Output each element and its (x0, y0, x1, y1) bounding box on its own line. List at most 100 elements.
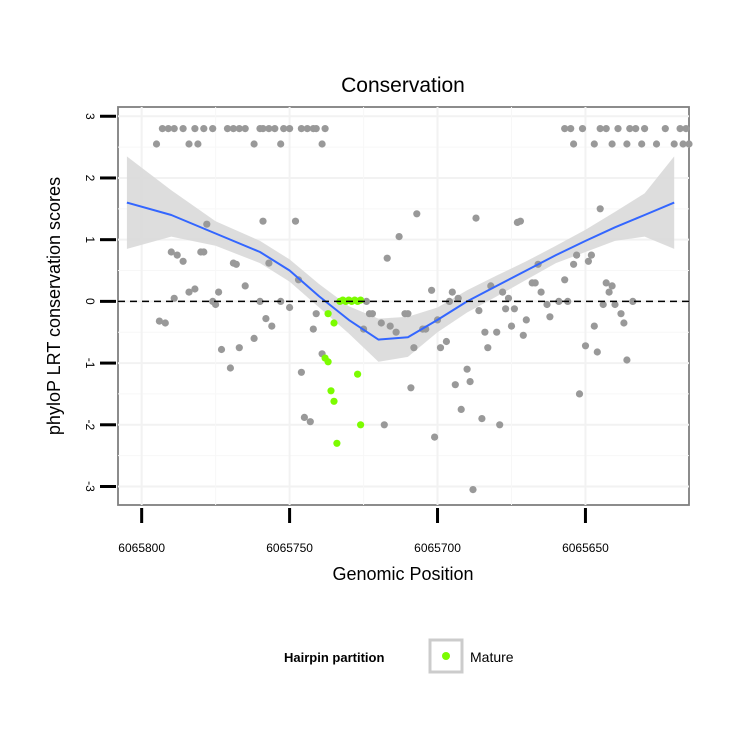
score-point (235, 125, 243, 133)
mature-point (357, 421, 365, 429)
score-point (682, 125, 690, 133)
score-point (191, 285, 199, 293)
score-point (611, 300, 619, 309)
score-point (318, 140, 326, 148)
score-point (321, 125, 329, 133)
x-axis-title: Genomic Position (332, 564, 473, 584)
score-point (241, 282, 249, 290)
score-point (303, 125, 311, 133)
score-point (448, 288, 456, 296)
score-point (383, 254, 391, 262)
score-point (469, 486, 477, 494)
score-point (185, 140, 193, 148)
y-axis-title: phyloP LRT conservation scores (44, 177, 64, 435)
score-point (608, 282, 616, 290)
score-point (436, 344, 445, 352)
score-point (602, 279, 610, 287)
score-point (164, 125, 172, 133)
legend: Hairpin partition Mature (284, 638, 514, 674)
score-point (286, 303, 294, 312)
score-point (445, 297, 453, 305)
score-point (614, 125, 622, 133)
confidence-band-area (126, 156, 675, 362)
score-point (519, 331, 527, 339)
score-point (170, 125, 178, 133)
score-point (504, 294, 513, 302)
score-point (262, 315, 270, 323)
score-point (179, 257, 187, 265)
score-point (265, 125, 273, 133)
score-point (167, 248, 175, 256)
y-tick-label: 3 (83, 113, 97, 120)
score-point (632, 125, 640, 133)
score-point (596, 125, 604, 133)
score-point (596, 205, 604, 213)
score-point (587, 251, 596, 259)
score-point (605, 288, 613, 296)
score-point (223, 125, 232, 133)
mature-point (330, 397, 338, 405)
score-point (297, 368, 305, 376)
mature-point (324, 310, 332, 318)
mature-point (333, 439, 341, 447)
points (152, 125, 693, 494)
y-tick-label: 0 (83, 298, 97, 305)
score-point (386, 322, 394, 330)
score-point (478, 415, 486, 423)
y-tick-label: -2 (83, 419, 97, 430)
score-point (395, 233, 403, 241)
score-point (679, 140, 687, 148)
mature-point (327, 387, 335, 395)
score-point (481, 328, 489, 336)
score-point (573, 251, 581, 259)
score-point (617, 310, 625, 318)
score-point (232, 260, 240, 268)
score-point (670, 140, 678, 148)
score-point (203, 220, 211, 228)
score-point (555, 297, 563, 305)
score-point (451, 381, 459, 389)
score-point (454, 294, 462, 302)
score-point (250, 140, 258, 148)
score-point (507, 322, 516, 330)
score-point (561, 125, 569, 133)
score-point (466, 378, 474, 386)
score-point (212, 300, 220, 309)
score-point (312, 310, 320, 318)
score-point (599, 300, 607, 309)
score-point (194, 140, 202, 148)
score-point (428, 286, 436, 294)
score-point (268, 322, 276, 330)
smooth-curve (126, 201, 675, 341)
score-point (593, 348, 601, 356)
score-point (496, 421, 504, 429)
score-point (229, 125, 237, 133)
score-point (291, 217, 300, 225)
score-point (561, 276, 569, 284)
x-tick-label: 6065700 (414, 541, 461, 555)
score-point (685, 140, 693, 148)
score-point (620, 319, 628, 327)
mature-point (357, 296, 365, 304)
legend-mature-marker (442, 652, 450, 660)
score-point (152, 140, 161, 148)
score-point (638, 140, 646, 148)
score-point (368, 310, 376, 318)
confidence-band (126, 156, 675, 362)
score-point (475, 307, 483, 315)
score-point (531, 279, 539, 287)
score-point (377, 319, 385, 327)
y-tick-label: 1 (83, 236, 97, 243)
score-point (306, 418, 314, 426)
score-point (259, 125, 267, 133)
score-point (463, 365, 471, 373)
score-point (271, 125, 279, 133)
score-point (217, 345, 226, 354)
y-tick-label: 2 (83, 175, 97, 182)
score-point (581, 342, 590, 350)
score-point (407, 384, 415, 392)
smooth-line (126, 201, 675, 341)
y-axis: 3 2 1 0 -1 -2 -3 (83, 113, 116, 492)
score-point (575, 390, 584, 398)
score-point (297, 125, 305, 133)
